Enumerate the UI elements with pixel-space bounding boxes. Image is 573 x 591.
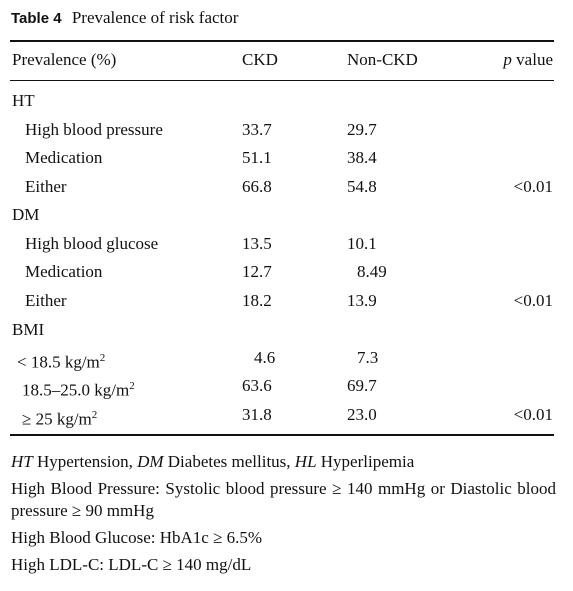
row-label: ≥ 25 kg/m2 xyxy=(22,405,97,430)
footnote-blood-pressure: High Blood Pressure: Systolic blood pres… xyxy=(11,479,556,520)
abbr-hl: HL xyxy=(294,452,317,471)
row-non-ckd: 7.3 xyxy=(357,348,379,367)
row-label: Medication xyxy=(25,148,103,167)
abbr-hl-full: Hyperlipemia xyxy=(316,452,415,471)
row-p-value: <0.01 xyxy=(513,405,553,424)
row-label: 18.5–25.0 kg/m2 xyxy=(22,376,135,401)
row-label: High blood glucose xyxy=(25,234,159,253)
table-caption: Table 4 Prevalence of risk factor xyxy=(11,8,238,28)
group-dm: DM xyxy=(12,205,40,224)
abbr-dm-full: Diabetes mellitus, xyxy=(163,452,295,471)
header-p-value: p value xyxy=(503,50,553,70)
row-ckd: 31.8 xyxy=(242,405,272,424)
header-ckd: CKD xyxy=(242,50,278,69)
header-p-rest: value xyxy=(511,50,553,69)
footnote-blood-glucose: High Blood Glucose: HbA1c ≥ 6.5% xyxy=(11,528,263,547)
row-non-ckd: 38.4 xyxy=(347,148,377,167)
header-p-letter: p xyxy=(503,50,512,69)
row-ckd: 13.5 xyxy=(242,234,272,253)
row-p-value: <0.01 xyxy=(513,291,553,310)
row-label: Either xyxy=(25,177,67,196)
row-label-main: ≥ 25 kg/m xyxy=(22,409,92,429)
group-bmi: BMI xyxy=(12,320,45,339)
row-label: < 18.5 kg/m2 xyxy=(17,348,105,373)
group-ht: HT xyxy=(12,91,35,110)
row-non-ckd: 54.8 xyxy=(347,177,377,196)
footnote-ldl: High LDL-C: LDL-C ≥ 140 mg/dL xyxy=(11,555,252,574)
row-non-ckd: 69.7 xyxy=(347,376,377,395)
header-rule xyxy=(10,80,554,81)
header-prevalence: Prevalence (%) xyxy=(12,50,117,69)
row-non-ckd: 23.0 xyxy=(347,405,377,424)
row-label-main: 18.5–25.0 kg/m xyxy=(22,380,130,400)
row-non-ckd: 29.7 xyxy=(347,120,377,139)
row-non-ckd: 8.49 xyxy=(357,262,387,281)
row-label-sup: 2 xyxy=(129,380,135,392)
abbr-dm: DM xyxy=(137,452,164,471)
table-title: Prevalence of risk factor xyxy=(71,8,239,27)
row-ckd: 51.1 xyxy=(242,148,272,167)
row-ckd: 63.6 xyxy=(242,376,272,395)
row-non-ckd: 10.1 xyxy=(347,234,377,253)
top-rule xyxy=(10,40,554,42)
row-ckd: 12.7 xyxy=(242,262,272,281)
table-number: Table 4 xyxy=(11,10,62,27)
row-ckd: 4.6 xyxy=(254,348,276,367)
row-label: Either xyxy=(25,291,67,310)
header-non-ckd: Non-CKD xyxy=(347,50,418,69)
row-ckd: 66.8 xyxy=(242,177,272,196)
abbr-ht-full: Hypertension, xyxy=(32,452,138,471)
row-label-main: < 18.5 kg/m xyxy=(17,352,100,372)
row-ckd: 18.2 xyxy=(242,291,272,310)
footnote-abbreviations: HT Hypertension, DM Diabetes mellitus, H… xyxy=(11,451,556,473)
row-label-sup: 2 xyxy=(99,352,106,364)
row-non-ckd: 13.9 xyxy=(347,291,377,310)
row-label: High blood pressure xyxy=(25,120,163,139)
row-label-sup: 2 xyxy=(91,409,98,421)
bottom-rule xyxy=(10,434,554,436)
row-p-value: <0.01 xyxy=(513,177,553,196)
abbr-ht: HT xyxy=(11,452,33,471)
row-label: Medication xyxy=(25,262,103,281)
row-ckd: 33.7 xyxy=(242,120,272,139)
table-footnotes: HT Hypertension, DM Diabetes mellitus, H… xyxy=(11,451,556,581)
